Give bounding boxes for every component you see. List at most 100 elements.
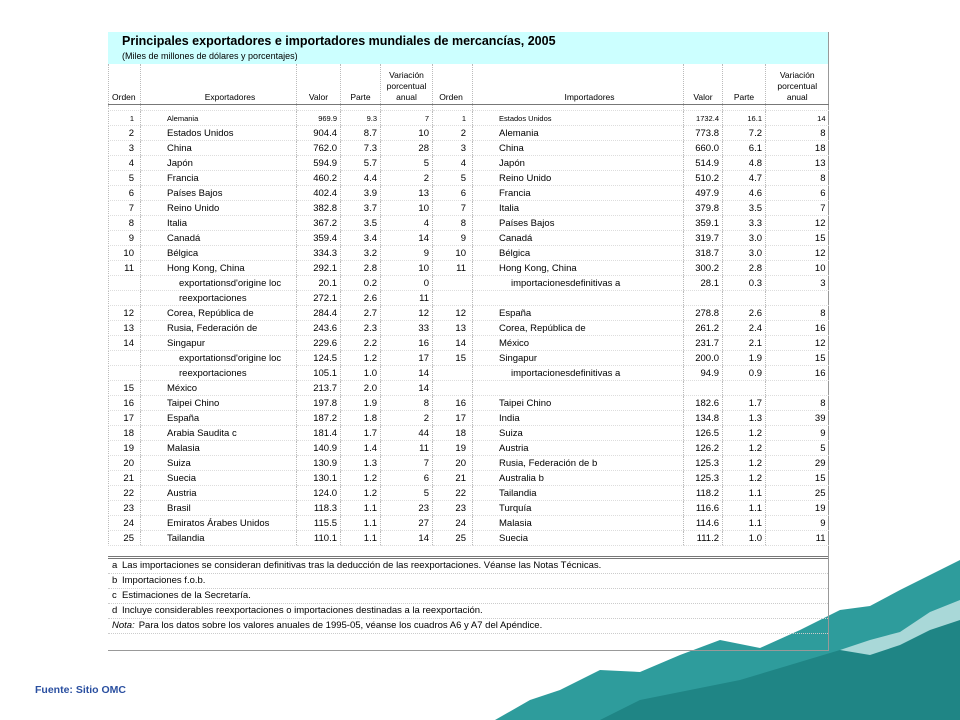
table-cell: 6 <box>108 185 141 201</box>
table-cell: 1.1 <box>722 515 766 531</box>
table-cell: 1.2 <box>340 470 381 486</box>
table-cell: 1.2 <box>722 470 766 486</box>
table-cell: 10 <box>108 245 141 261</box>
table-cell: Bélgica <box>140 245 297 261</box>
table-cell: 3.5 <box>340 215 381 231</box>
table-cell: 28 <box>380 140 433 156</box>
table-cell: Reino Unido <box>140 200 297 216</box>
table-cell: 402.4 <box>296 185 341 201</box>
table-row: 9 Canadá 359.4 3.4 14 9 Canadá 319.7 3.0 15 <box>108 230 829 246</box>
table-cell <box>472 380 684 396</box>
table-cell: Corea, República de <box>472 320 684 336</box>
table-cell: Estados Unidos <box>472 110 684 126</box>
note-key: b <box>112 575 118 586</box>
table-cell: 2.8 <box>340 260 381 276</box>
table-cell: México <box>472 335 684 351</box>
table-cell: 2 <box>380 170 433 186</box>
table-cell: 20.1 <box>296 275 341 291</box>
header-cell: Valor <box>296 64 341 105</box>
table-cell <box>683 290 723 306</box>
table-row: 1 Alemania 969.9 9.3 7 1 Estados Unidos 1732.4 1… <box>108 110 829 126</box>
table-cell: Taipei Chino <box>140 395 297 411</box>
table-cell: 904.4 <box>296 125 341 141</box>
table-cell: 124.0 <box>296 485 341 501</box>
table-cell: Reino Unido <box>472 170 684 186</box>
table-cell: 6 <box>765 185 829 201</box>
table-cell: 23 <box>108 500 141 516</box>
table-cell: 126.2 <box>683 440 723 456</box>
table-cell: 3.0 <box>722 230 766 246</box>
table-cell: 3.7 <box>340 200 381 216</box>
table-cell: 510.2 <box>683 170 723 186</box>
table-cell: 272.1 <box>296 290 341 306</box>
table-row: 21 Suecia 130.1 1.2 6 21 Australia b 125.3 1.2 15 <box>108 470 829 486</box>
header-cell: Importadores <box>472 64 684 105</box>
note-key: d <box>112 605 118 616</box>
table-cell: 16 <box>765 365 829 381</box>
note: a Las importaciones se consideran definit… <box>108 559 828 574</box>
table-cell: 1.1 <box>722 485 766 501</box>
table-cell: Japón <box>140 155 297 171</box>
table-cell: 359.4 <box>296 230 341 246</box>
table-cell: 1.9 <box>722 350 766 366</box>
table-cell: 12 <box>765 245 829 261</box>
table-cell <box>765 290 829 306</box>
table-cell: 379.8 <box>683 200 723 216</box>
table-cell <box>432 275 473 291</box>
table-row: 3 China 762.0 7.3 28 3 China 660.0 6.1 18 <box>108 140 829 156</box>
table-cell: 33 <box>380 320 433 336</box>
table-cell <box>108 365 141 381</box>
table-cell: 2.7 <box>340 305 381 321</box>
table-cell: 213.7 <box>296 380 341 396</box>
table-cell: Bélgica <box>472 245 684 261</box>
table-cell: 1.2 <box>722 455 766 471</box>
table-cell: 2.3 <box>340 320 381 336</box>
table-row: 11 Hong Kong, China 292.1 2.8 10 11 Hong Kong,… <box>108 260 829 276</box>
table-cell: 94.9 <box>683 365 723 381</box>
note-text: Estimaciones de la Secretaría. <box>122 590 251 601</box>
table-row: 4 Japón 594.9 5.7 5 4 Japón 514.9 4.8 13 <box>108 155 829 171</box>
table-cell: 200.0 <box>683 350 723 366</box>
table-cell: 24 <box>108 515 141 531</box>
table-cell: 16 <box>432 395 473 411</box>
table-cell: 1.1 <box>340 530 381 546</box>
table-cell: 7 <box>108 200 141 216</box>
source: Fuente: Sitio OMC <box>35 684 126 696</box>
table-cell: 6.1 <box>722 140 766 156</box>
table-cell <box>722 380 766 396</box>
table-cell: 10 <box>380 260 433 276</box>
data-table: Orden Exportadores Valor Parte Variación por… <box>108 64 829 546</box>
table-cell: 13 <box>432 320 473 336</box>
table-cell: 18 <box>432 425 473 441</box>
table-cell: 367.2 <box>296 215 341 231</box>
note-text: Incluye considerables reexportaciones o … <box>122 605 483 616</box>
table-row: 15 México 213.7 2.0 14 <box>108 380 829 396</box>
table-cell: Suecia <box>472 530 684 546</box>
table-cell: 497.9 <box>683 185 723 201</box>
note-key: c <box>112 590 117 601</box>
table-cell: 21 <box>432 470 473 486</box>
note: Nota: Para los datos sobre los valores an… <box>108 619 828 634</box>
table-cell: 2 <box>380 410 433 426</box>
table-cell: España <box>472 305 684 321</box>
table-cell: 1732.4 <box>683 110 723 126</box>
table-cell: 8 <box>765 125 829 141</box>
table-cell: 4 <box>432 155 473 171</box>
table-cell: 334.3 <box>296 245 341 261</box>
table-cell: 8 <box>108 215 141 231</box>
table-cell: Tailandia <box>140 530 297 546</box>
table-cell: 9 <box>765 515 829 531</box>
table-cell: Turquía <box>472 500 684 516</box>
table-cell: 8.7 <box>340 125 381 141</box>
table-cell: 5 <box>432 170 473 186</box>
table-cell: 2.8 <box>722 260 766 276</box>
table-cell: 1.2 <box>722 440 766 456</box>
table-cell: 231.7 <box>683 335 723 351</box>
table-cell: 0.9 <box>722 365 766 381</box>
table-cell <box>108 350 141 366</box>
table-cell: 197.8 <box>296 395 341 411</box>
spacer-cell <box>472 104 684 111</box>
table-cell: reexportaciones <box>140 290 297 306</box>
table-cell: 125.3 <box>683 455 723 471</box>
